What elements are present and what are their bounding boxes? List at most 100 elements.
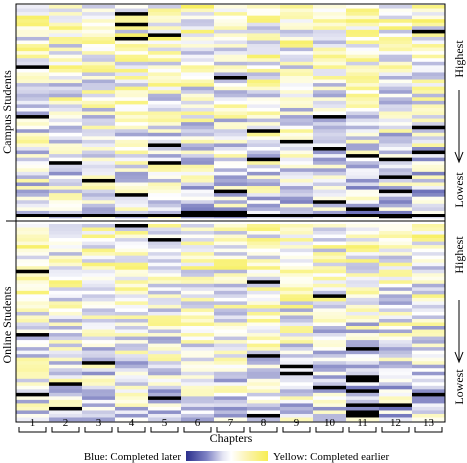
heatmap-cell bbox=[148, 12, 182, 16]
heatmap-cell bbox=[412, 8, 446, 13]
heatmap-cell bbox=[148, 157, 182, 162]
heatmap-cell bbox=[247, 248, 281, 253]
heatmap-cell bbox=[181, 399, 215, 404]
heatmap-cell bbox=[280, 29, 314, 34]
heatmap-cell bbox=[115, 294, 149, 299]
heatmap-cell bbox=[346, 252, 380, 256]
heatmap-cell bbox=[148, 311, 182, 316]
heatmap-cell bbox=[214, 238, 248, 242]
heatmap-cell bbox=[148, 15, 182, 20]
heatmap-cell bbox=[115, 44, 149, 48]
heatmap-cell bbox=[148, 318, 182, 323]
heatmap-cell bbox=[16, 262, 50, 267]
heatmap-cell bbox=[214, 371, 248, 376]
heatmap-cell bbox=[49, 290, 83, 295]
heatmap-cell bbox=[82, 147, 116, 151]
heatmap-cell bbox=[16, 322, 50, 327]
heatmap-cell bbox=[379, 54, 413, 59]
heatmap-cell bbox=[346, 36, 380, 41]
heatmap-cell bbox=[49, 396, 83, 401]
heatmap-cell bbox=[313, 224, 347, 228]
heatmap-cell bbox=[313, 143, 347, 148]
heatmap-cell bbox=[181, 19, 215, 24]
heatmap-cell bbox=[313, 273, 347, 278]
heatmap-cell bbox=[346, 47, 380, 52]
heatmap-cell bbox=[115, 396, 149, 401]
heatmap-cell bbox=[148, 175, 182, 180]
heatmap-cell bbox=[280, 413, 314, 418]
heatmap-cell bbox=[181, 361, 215, 366]
heatmap-cell bbox=[412, 44, 446, 48]
heatmap-cell bbox=[247, 193, 281, 197]
heatmap-cell bbox=[16, 58, 50, 63]
heatmap-cell bbox=[16, 392, 50, 397]
heatmap-cell bbox=[346, 294, 380, 299]
heatmap-cell bbox=[346, 175, 380, 180]
x-tick-bracket bbox=[150, 427, 179, 433]
heatmap-cell bbox=[49, 276, 83, 281]
heatmap-cell bbox=[115, 364, 149, 369]
heatmap-cell bbox=[214, 29, 248, 34]
heatmap-cell bbox=[82, 83, 116, 87]
heatmap-cell bbox=[247, 224, 281, 228]
heatmap-cell bbox=[247, 150, 281, 155]
heatmap-cell bbox=[82, 65, 116, 70]
heatmap-cell bbox=[115, 193, 149, 197]
heatmap-cell bbox=[247, 44, 281, 48]
heatmap-cell bbox=[214, 301, 248, 306]
heatmap-cell bbox=[148, 132, 182, 137]
heatmap-cell bbox=[148, 382, 182, 387]
heatmap-cell bbox=[379, 259, 413, 263]
heatmap-cell bbox=[379, 90, 413, 95]
heatmap-cell bbox=[115, 389, 149, 394]
heatmap-cell bbox=[280, 308, 314, 313]
heatmap-cell bbox=[412, 178, 446, 183]
heatmap-cell bbox=[16, 248, 50, 253]
heatmap-cell bbox=[346, 189, 380, 194]
heatmap-cell bbox=[412, 318, 446, 323]
heatmap-cell bbox=[412, 231, 446, 235]
heatmap-cell bbox=[214, 340, 248, 344]
heatmap-cell bbox=[247, 115, 281, 119]
group-label-online: Online Students bbox=[0, 286, 14, 363]
heatmap-cell bbox=[346, 224, 380, 228]
heatmap-cell bbox=[379, 238, 413, 242]
heatmap-cell bbox=[379, 15, 413, 20]
heatmap-cell bbox=[313, 269, 347, 274]
heatmap-cell bbox=[412, 125, 446, 130]
heatmap-cell bbox=[313, 68, 347, 73]
heatmap-cell bbox=[181, 164, 215, 169]
heatmap-cell bbox=[181, 178, 215, 183]
heatmap-cell bbox=[313, 15, 347, 20]
heatmap-cell bbox=[247, 125, 281, 130]
heatmap-cell bbox=[148, 340, 182, 344]
heatmap-cell bbox=[379, 136, 413, 141]
heatmap-cell bbox=[247, 29, 281, 34]
heatmap-cell bbox=[115, 136, 149, 141]
heatmap-cell bbox=[49, 19, 83, 24]
heatmap-cell bbox=[379, 326, 413, 330]
heatmap-cell bbox=[313, 283, 347, 288]
heatmap-cell bbox=[280, 392, 314, 397]
heatmap-cell bbox=[49, 79, 83, 84]
heatmap-cell bbox=[82, 171, 116, 176]
heatmap-cell bbox=[148, 283, 182, 288]
heatmap-cell bbox=[148, 406, 182, 411]
heatmap-cell bbox=[412, 378, 446, 383]
heatmap-cell bbox=[82, 136, 116, 141]
heatmap-cell bbox=[346, 12, 380, 16]
heatmap-cell bbox=[379, 26, 413, 31]
heatmap-cell bbox=[280, 136, 314, 141]
heatmap-cell bbox=[313, 276, 347, 281]
heatmap-cell bbox=[379, 143, 413, 148]
heatmap-cell bbox=[82, 336, 116, 341]
heatmap-cell bbox=[49, 283, 83, 288]
heatmap-cell bbox=[49, 224, 83, 228]
heatmap-cell bbox=[247, 354, 281, 358]
heatmap-cell bbox=[115, 47, 149, 52]
heatmap-cell bbox=[280, 40, 314, 45]
heatmap-cell bbox=[115, 118, 149, 123]
heatmap-cell bbox=[280, 417, 314, 422]
heatmap-cell bbox=[379, 5, 413, 9]
heatmap-cell bbox=[412, 196, 446, 201]
